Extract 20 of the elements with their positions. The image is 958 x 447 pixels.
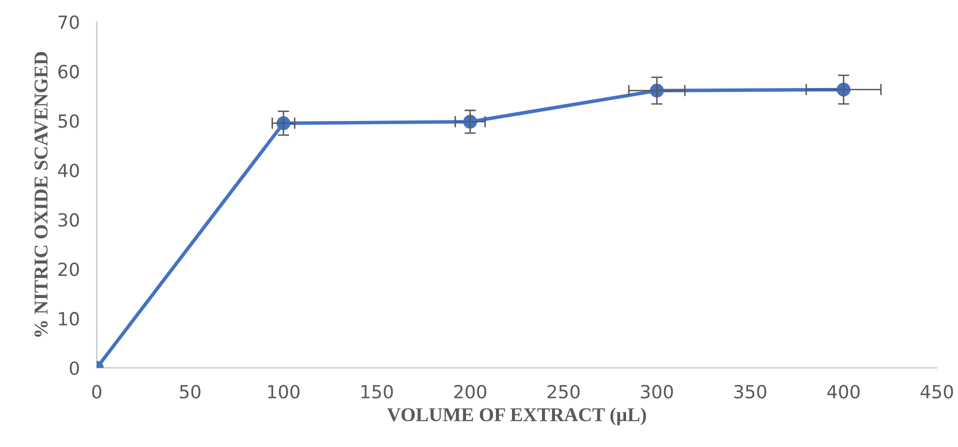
y-tick-label: 70	[58, 15, 79, 30]
y-tick-label: 60	[58, 64, 79, 78]
x-tick-label: 250	[548, 384, 580, 399]
x-tick-label: 50	[180, 384, 200, 399]
y-tick-label: 20	[58, 262, 79, 276]
x-tick-label: 0	[92, 384, 102, 399]
y-tick-label: 50	[58, 114, 79, 128]
x-tick-label: 400	[827, 384, 860, 399]
y-tick-label: 40	[58, 164, 79, 178]
x-tick-label: 350	[734, 384, 766, 399]
x-axis-title: VOLUME OF EXTRACT (µL)	[387, 408, 646, 426]
x-tick-label: 450	[920, 384, 953, 399]
y-tick-label: 0	[70, 361, 79, 375]
x-tick-label: 300	[641, 384, 673, 399]
x-tick-label: 200	[454, 384, 486, 399]
y-tick-label: 10	[59, 312, 79, 326]
y-axis-title: % NITRIC OXIDE SCAVENGED	[34, 52, 48, 337]
y-tick-label: 30	[58, 213, 79, 227]
x-tick-label: 100	[268, 384, 300, 399]
x-tick-label: 150	[362, 384, 393, 399]
